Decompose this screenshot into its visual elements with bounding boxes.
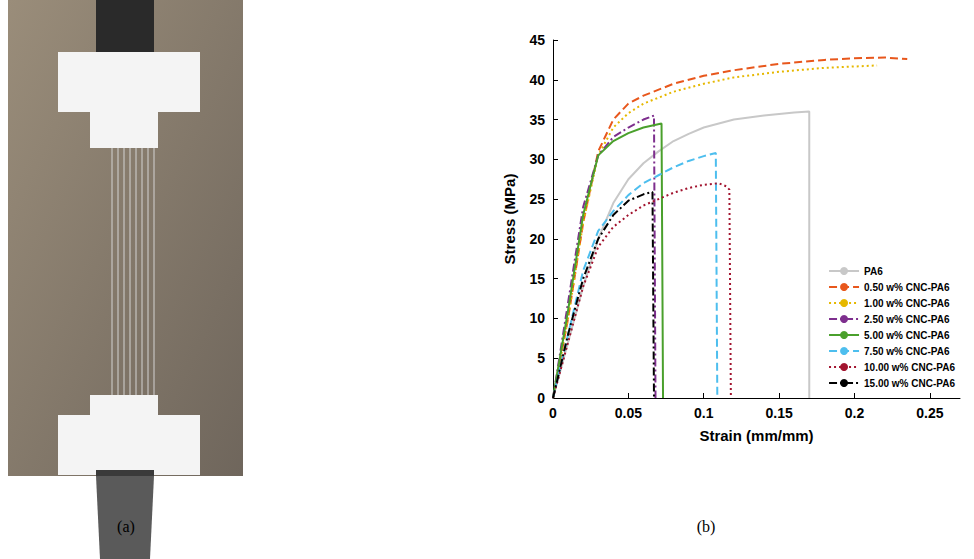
svg-text:1.00 w% CNC-PA6: 1.00 w% CNC-PA6 [864,298,950,309]
svg-text:Stress (MPa): Stress (MPa) [501,174,518,265]
svg-text:40: 40 [529,72,545,88]
html-text:(b): (b) [696,518,716,535]
svg-text:15: 15 [529,271,545,287]
svg-text:25: 25 [529,191,545,207]
svg-text:10.00 w% CNC-PA6: 10.00 w% CNC-PA6 [864,362,955,373]
svg-text:30: 30 [529,151,545,167]
svg-text:15.00 w% CNC-PA6: 15.00 w% CNC-PA6 [864,378,955,389]
svg-text:0.2: 0.2 [845,405,865,421]
svg-text:0.50 w% CNC-PA6: 0.50 w% CNC-PA6 [864,282,950,293]
svg-text:5: 5 [537,350,545,366]
svg-text:7.50 w% CNC-PA6: 7.50 w% CNC-PA6 [864,346,950,357]
svg-text:35: 35 [529,112,545,128]
svg-text:0.1: 0.1 [694,405,714,421]
svg-text:20: 20 [529,231,545,247]
svg-text:0: 0 [537,390,545,406]
svg-text:2.50 w% CNC-PA6: 2.50 w% CNC-PA6 [864,314,950,325]
svg-text:PA6: PA6 [864,266,883,277]
svg-text:0.15: 0.15 [765,405,792,421]
svg-text:0: 0 [549,405,557,421]
svg-text:5.00 w% CNC-PA6: 5.00 w% CNC-PA6 [864,330,950,341]
svg-text:10: 10 [529,310,545,326]
html-text:(a): (a) [117,518,135,535]
svg-text:Strain (mm/mm): Strain (mm/mm) [699,427,813,444]
svg-text:0.05: 0.05 [615,405,642,421]
svg-text:0.25: 0.25 [916,405,943,421]
svg-text:45: 45 [529,32,545,48]
